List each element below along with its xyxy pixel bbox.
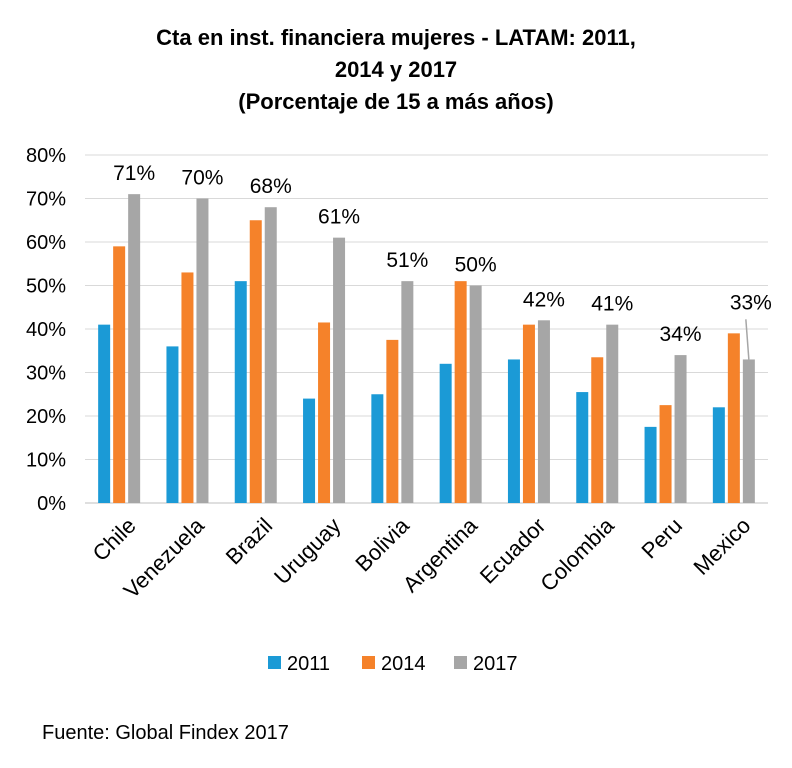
bar-2011 [166, 346, 179, 503]
bar-2011 [98, 324, 111, 503]
data-label: 50% [455, 254, 497, 277]
x-tick-label: Uruguay [269, 513, 345, 589]
y-tick-label: 10% [26, 450, 66, 472]
bar-2011 [234, 281, 247, 503]
bar-2017 [606, 324, 619, 503]
x-tick-label: Colombia [535, 512, 619, 596]
y-tick-label: 50% [26, 276, 66, 298]
legend-swatch-2017 [454, 656, 467, 669]
chart-title: Cta en inst. financiera mujeres - LATAM:… [0, 22, 792, 118]
chart-title-line-2: 2014 y 2017 [334, 57, 458, 82]
y-tick-label: 70% [26, 189, 66, 211]
y-tick-label: 40% [26, 319, 66, 341]
bar-2011 [576, 392, 589, 503]
bar-2017 [264, 207, 277, 503]
chart-title-line-1: Cta en inst. financiera mujeres - LATAM:… [156, 25, 636, 50]
data-label: 41% [591, 293, 633, 316]
x-tick-label: Bolivia [350, 512, 414, 576]
chart-title-line-3: (Porcentaje de 15 a más años) [238, 89, 554, 114]
x-tick-label: Chile [88, 513, 141, 566]
bar-2014 [454, 281, 467, 503]
bar-2014 [318, 322, 331, 503]
bar-2017 [537, 320, 550, 503]
source-note: Fuente: Global Findex 2017 [42, 722, 289, 744]
bar-2017 [469, 285, 482, 503]
x-tick-label: Argentina [398, 512, 483, 597]
data-label: 51% [386, 249, 428, 272]
data-label: 34% [660, 323, 702, 346]
legend-swatch-2011 [268, 656, 281, 669]
legend-label: 2017 [473, 653, 518, 675]
bar-2014 [249, 220, 262, 503]
x-tick-label: Brazil [221, 513, 278, 570]
bar-2014 [659, 405, 672, 503]
y-tick-label: 80% [26, 145, 66, 167]
bar-2017 [401, 281, 414, 503]
data-label: 33% [730, 291, 772, 314]
data-label: 61% [318, 206, 360, 229]
bar-2014 [727, 333, 740, 503]
data-label: 68% [250, 175, 292, 198]
y-tick-label: 30% [26, 363, 66, 385]
y-tick-label: 20% [26, 406, 66, 428]
y-tick-label: 0% [37, 493, 66, 515]
bar-2011 [507, 359, 520, 503]
x-tick-label: Mexico [688, 513, 755, 580]
legend-label: 2011 [287, 653, 330, 675]
legend-swatch-2014 [362, 656, 375, 669]
bar-2014 [181, 272, 194, 503]
bar-2011 [303, 398, 316, 503]
data-label: 70% [181, 167, 223, 190]
bar-2011 [439, 363, 452, 503]
bar-2017 [196, 198, 209, 503]
data-label-leader [745, 319, 750, 360]
bar-2011 [712, 407, 725, 503]
bar-2011 [644, 426, 657, 503]
data-label: 42% [523, 288, 565, 311]
bar-2017 [333, 237, 346, 503]
bar-2014 [386, 339, 399, 503]
bar-2014 [113, 246, 126, 503]
bar-2011 [371, 394, 384, 503]
bar-2017 [742, 359, 755, 503]
data-label: 71% [113, 162, 155, 185]
bar-2017 [674, 355, 687, 503]
bar-2017 [128, 194, 141, 503]
bar-2014 [591, 357, 604, 503]
x-tick-label: Peru [637, 513, 688, 564]
legend-label: 2014 [381, 653, 426, 675]
y-tick-label: 60% [26, 232, 66, 254]
bar-2014 [522, 324, 535, 503]
